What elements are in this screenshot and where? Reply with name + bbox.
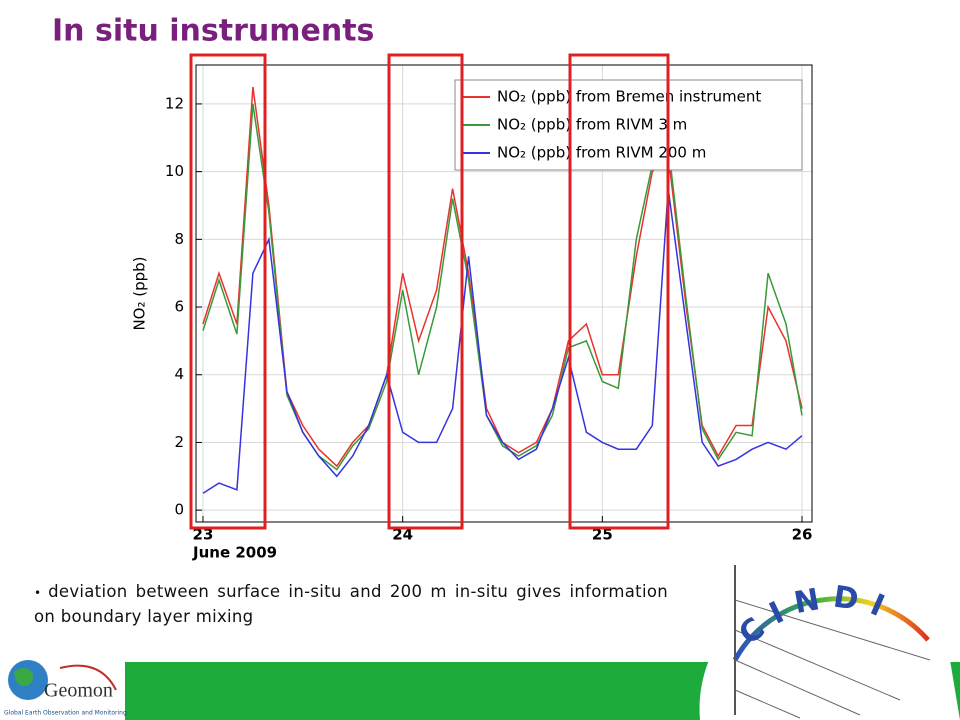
x-tick-label: 26 xyxy=(792,526,813,544)
slide-title: In situ instruments xyxy=(52,14,374,49)
highlight-box xyxy=(568,53,670,530)
y-axis-label: NO₂ (ppb) xyxy=(131,256,149,330)
cindi-logo: CINDI xyxy=(699,565,960,720)
geomon-logo: Geomon Global Earth Observation and Moni… xyxy=(0,655,127,720)
y-tick-label: 0 xyxy=(174,501,184,519)
legend-box xyxy=(454,79,803,171)
bullet-text: deviation between surface in-situ and 20… xyxy=(34,580,668,628)
x-tick-label: 25 xyxy=(592,526,613,544)
legend-label: NO₂ (ppb) from RIVM 200 m xyxy=(497,144,706,162)
plot-frame xyxy=(195,64,813,523)
legend-label: NO₂ (ppb) from RIVM 3 m xyxy=(497,116,687,134)
x-tick-label: 24 xyxy=(392,526,413,544)
legend-label: NO₂ (ppb) from Bremen instrument xyxy=(497,88,761,106)
x-axis-label: June 2009 xyxy=(192,544,277,562)
y-tick-label: 12 xyxy=(165,94,184,112)
highlight-boxes xyxy=(189,53,670,530)
highlight-box xyxy=(189,53,267,530)
y-tick-label: 6 xyxy=(174,298,184,316)
y-tick-label: 2 xyxy=(174,433,184,451)
y-tick-label: 4 xyxy=(174,365,184,383)
series-line xyxy=(202,188,803,494)
geomon-name: Geomon xyxy=(44,680,113,702)
x-tick-label: 23 xyxy=(193,526,214,544)
y-tick-label: 8 xyxy=(174,230,184,248)
highlight-box xyxy=(387,53,464,530)
y-tick-label: 10 xyxy=(165,162,184,180)
geomon-tagline: Global Earth Observation and Monitoring xyxy=(4,710,127,717)
